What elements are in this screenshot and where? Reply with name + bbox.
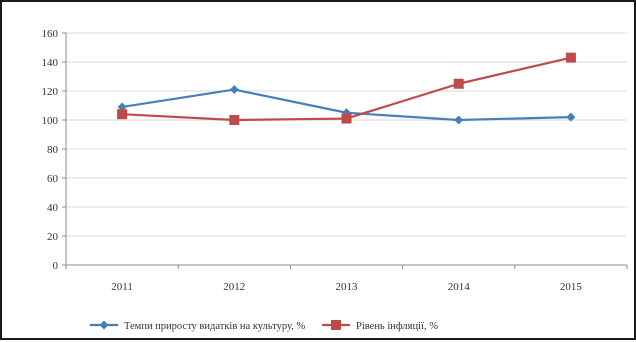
y-tick-label: 100 xyxy=(42,115,59,127)
y-tick-label: 120 xyxy=(42,86,59,98)
data-point-square xyxy=(341,113,352,124)
y-tick-label: 80 xyxy=(47,144,59,156)
data-point-square xyxy=(565,52,576,63)
y-tick-label: 60 xyxy=(47,173,59,185)
x-tick-label: 2014 xyxy=(448,281,471,293)
x-tick-label: 2011 xyxy=(111,281,133,293)
legend-label: Темпи приросту видатків на культуру, % xyxy=(124,321,305,332)
legend: Темпи приросту видатків на культуру, % Рі… xyxy=(90,320,438,332)
y-tick-labels: 0 20 40 60 80 100 120 140 160 xyxy=(42,28,59,272)
data-point-square xyxy=(117,109,128,120)
x-tick-label: 2015 xyxy=(560,281,583,293)
y-tick-label: 140 xyxy=(42,57,59,69)
x-tick-label: 2012 xyxy=(223,281,245,293)
x-tick-label: 2013 xyxy=(336,281,359,293)
x-tick-labels: 2011 2012 2013 2014 2015 xyxy=(111,281,582,293)
data-point-diamond xyxy=(566,112,576,122)
y-tick-label: 160 xyxy=(42,28,59,40)
data-point-square xyxy=(453,78,464,89)
y-tick-label: 20 xyxy=(47,231,59,243)
data-point-square xyxy=(331,320,341,330)
data-point-diamond xyxy=(99,320,109,330)
series xyxy=(117,52,576,125)
legend-label: Рівень інфляції, % xyxy=(356,321,438,332)
data-point-diamond xyxy=(454,115,464,125)
axes xyxy=(62,32,628,269)
data-point-square xyxy=(229,115,240,125)
data-point-diamond xyxy=(229,85,239,95)
y-tick-label: 0 xyxy=(53,260,59,272)
y-tick-label: 40 xyxy=(47,202,59,214)
